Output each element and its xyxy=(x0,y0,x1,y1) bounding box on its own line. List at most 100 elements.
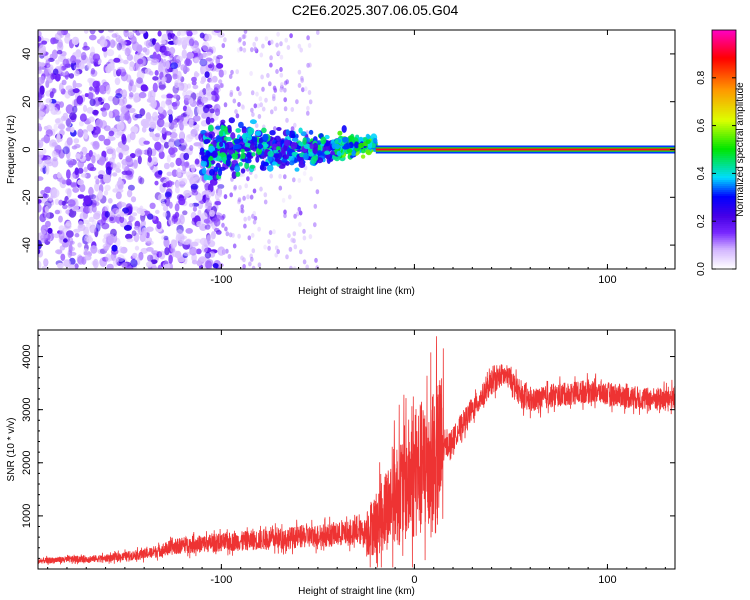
colorbar-segment xyxy=(712,209,736,212)
noise-cell xyxy=(252,210,257,216)
colorbar-tick-label: 0.0 xyxy=(696,262,707,276)
noise-cell xyxy=(64,90,71,99)
noise-cell xyxy=(298,222,302,227)
y-tick-label: 4000 xyxy=(21,344,33,368)
colorbar-segment xyxy=(712,145,736,149)
noise-cell xyxy=(49,91,54,99)
signal-cell xyxy=(200,160,207,167)
noise-cell xyxy=(40,238,46,244)
noise-cell xyxy=(286,45,291,50)
snr-axes: -100 0 100 1000 2000 3000 4000 Height of straig… xyxy=(6,329,676,597)
signal-cell xyxy=(346,148,353,153)
noise-cell xyxy=(117,68,122,76)
colorbar-segment xyxy=(712,59,736,63)
noise-cell xyxy=(263,199,268,205)
noise-cell xyxy=(285,117,289,123)
colorbar-segment xyxy=(712,137,736,141)
noise-cell xyxy=(156,221,162,230)
signal-cell xyxy=(219,152,227,158)
noise-cell xyxy=(95,179,100,185)
noise-cell xyxy=(196,220,203,227)
signal-cell xyxy=(215,137,223,143)
noise-cell xyxy=(91,155,96,164)
noise-cell xyxy=(102,102,111,111)
noise-cell xyxy=(184,192,190,198)
noise-cell xyxy=(120,211,125,218)
noise-cell xyxy=(66,137,73,146)
noise-cell xyxy=(92,258,99,269)
noise-cell xyxy=(228,232,233,238)
signal-cell xyxy=(278,163,286,169)
colorbar-segment xyxy=(712,117,736,121)
noise-cell xyxy=(105,65,112,74)
signal-cell xyxy=(217,168,223,177)
signal-cell xyxy=(281,158,288,163)
noise-cell xyxy=(150,259,158,265)
noise-cell xyxy=(231,232,235,238)
noise-cell xyxy=(276,249,281,255)
noise-cell xyxy=(73,98,78,108)
noise-cell xyxy=(157,113,165,120)
noise-cell xyxy=(154,132,161,138)
noise-cell xyxy=(62,112,69,121)
noise-cell xyxy=(41,265,48,269)
noise-cell xyxy=(283,106,288,112)
noise-cell xyxy=(171,102,178,107)
noise-cell xyxy=(50,72,55,81)
noise-cell xyxy=(98,30,104,34)
noise-cell xyxy=(284,37,289,43)
signal-cell xyxy=(255,155,260,163)
noise-cell xyxy=(121,174,127,179)
noise-cell xyxy=(102,256,109,262)
noise-cell xyxy=(225,248,229,254)
colorbar-segment xyxy=(712,189,736,192)
colorbar-segment xyxy=(712,193,736,196)
noise-cell xyxy=(38,101,45,110)
noise-cell xyxy=(54,209,61,215)
noise-cell xyxy=(279,72,284,78)
noise-cell xyxy=(256,103,261,109)
noise-cell xyxy=(170,62,179,70)
noise-cell xyxy=(223,37,227,43)
noise-cell xyxy=(84,93,89,98)
noise-cell xyxy=(103,125,111,132)
noise-cell xyxy=(86,124,94,132)
noise-cell xyxy=(165,181,170,188)
noise-cell xyxy=(123,224,132,231)
noise-cell xyxy=(55,59,60,65)
noise-cell xyxy=(76,95,84,105)
noise-cell xyxy=(257,226,261,232)
noise-cell xyxy=(93,212,101,220)
noise-cell xyxy=(175,181,180,188)
noise-cell xyxy=(134,114,143,119)
noise-cell xyxy=(125,233,133,240)
signal-cell xyxy=(204,132,210,137)
noise-cell xyxy=(301,87,305,93)
noise-cell xyxy=(251,265,256,269)
colorbar-segment xyxy=(712,157,736,161)
noise-cell xyxy=(182,240,190,245)
noise-cell xyxy=(72,88,80,94)
x-axis-label: Height of straight line (km) xyxy=(298,586,415,597)
noise-cell xyxy=(158,64,163,73)
spectrogram-plot-area xyxy=(38,30,675,269)
noise-cell xyxy=(183,94,191,101)
noise-cell xyxy=(160,39,167,45)
noise-cell xyxy=(74,263,79,269)
noise-cell xyxy=(92,53,101,62)
noise-cell xyxy=(72,80,77,89)
noise-cell xyxy=(241,34,246,40)
signal-cell xyxy=(235,128,241,133)
noise-cell xyxy=(204,111,213,120)
noise-cell xyxy=(204,203,212,210)
noise-cell xyxy=(198,256,207,262)
noise-cell xyxy=(233,184,237,190)
noise-cell xyxy=(118,246,124,254)
noise-cell xyxy=(264,97,268,103)
signal-cell xyxy=(334,138,339,144)
noise-cell xyxy=(38,176,44,181)
noise-cell xyxy=(174,79,180,89)
noise-cell xyxy=(215,230,222,235)
noise-cell xyxy=(101,46,108,52)
